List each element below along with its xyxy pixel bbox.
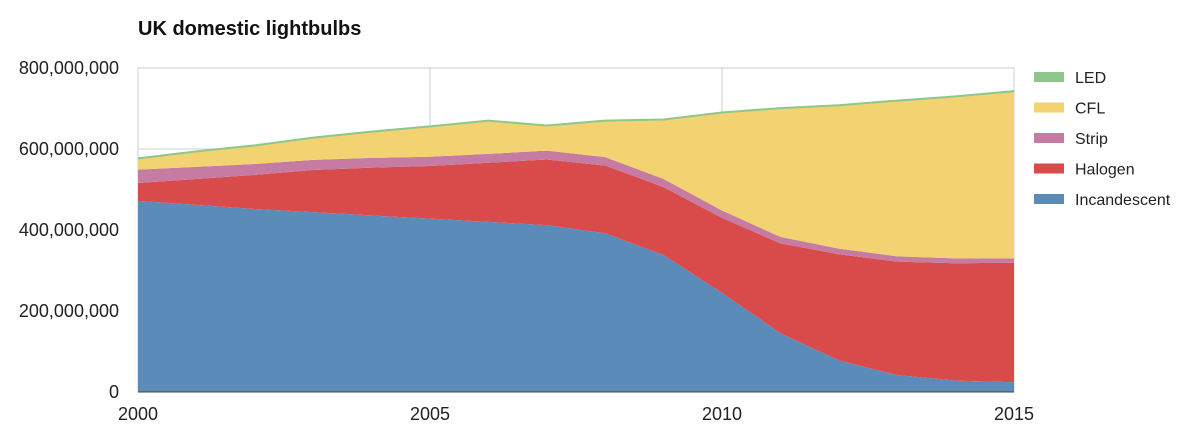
x-tick-label: 2000 <box>118 404 158 424</box>
y-tick-label: 0 <box>109 382 119 402</box>
y-tick-label: 800,000,000 <box>19 58 119 78</box>
area-halogen <box>138 159 1014 383</box>
legend-swatch-incandescent <box>1034 194 1064 204</box>
legend: LED CFL Strip Halogen Incandescent <box>1034 70 1171 209</box>
area-led-edge <box>137 90 1015 160</box>
y-tick-label: 200,000,000 <box>19 301 119 321</box>
legend-swatch-led <box>1034 72 1064 82</box>
chart-title: UK domestic lightbulbs <box>138 18 361 40</box>
legend-label-halogen: Halogen <box>1075 162 1135 179</box>
legend-label-strip: Strip <box>1075 131 1108 148</box>
legend-swatch-strip <box>1034 133 1064 143</box>
y-tick-label: 600,000,000 <box>19 139 119 159</box>
y-tick-label: 400,000,000 <box>19 220 119 240</box>
legend-label-incandescent: Incandescent <box>1075 192 1171 209</box>
area-incandescent <box>138 200 1014 392</box>
x-tick-label: 2010 <box>702 404 742 424</box>
legend-swatch-halogen <box>1034 163 1064 174</box>
x-tick-label: 2005 <box>410 404 450 424</box>
x-tick-label: 2015 <box>994 404 1034 424</box>
legend-label-led: LED <box>1075 70 1106 87</box>
legend-swatch-cfl <box>1034 102 1064 113</box>
plot-area: 0 200,000,000 400,000,000 600,000,000 800,00… <box>19 58 1034 424</box>
legend-label-cfl: CFL <box>1075 101 1105 118</box>
